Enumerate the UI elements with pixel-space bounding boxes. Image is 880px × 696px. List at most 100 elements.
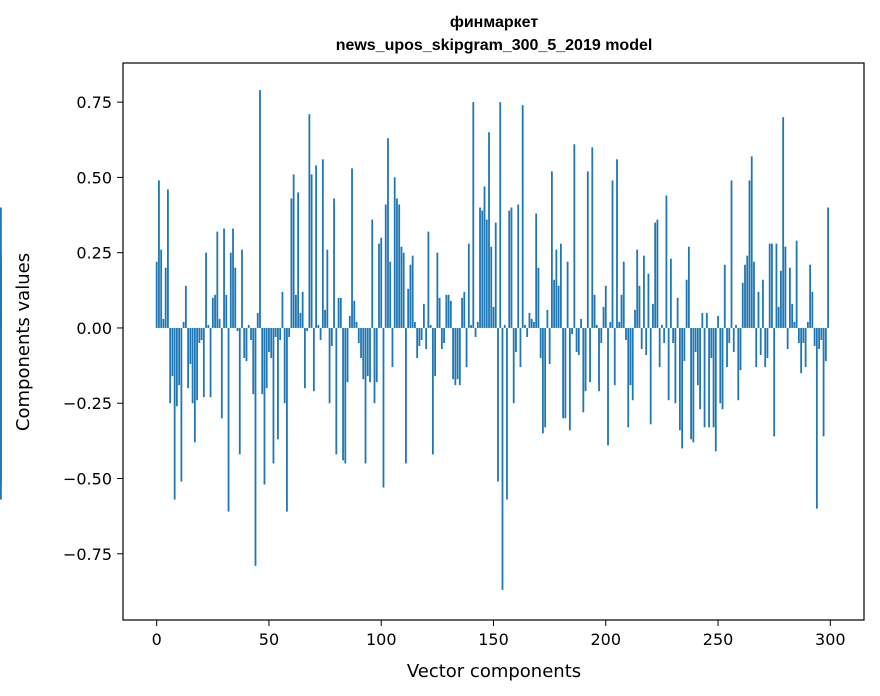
y-tick-label: −0.50 xyxy=(63,469,112,488)
bar-274 xyxy=(771,243,773,328)
bar-146 xyxy=(483,186,486,328)
bar-187 xyxy=(575,327,578,353)
bar-71 xyxy=(315,165,318,328)
bar-undefined xyxy=(0,306,2,328)
bar-112 xyxy=(407,288,410,328)
bar-98 xyxy=(375,327,378,383)
bar-129 xyxy=(445,294,448,328)
bar-249 xyxy=(714,327,717,452)
bar-155 xyxy=(503,324,506,328)
bar-186 xyxy=(573,144,576,328)
bar-165 xyxy=(526,327,529,337)
bar-297 xyxy=(822,327,825,437)
bar-118 xyxy=(420,327,423,340)
bar-269 xyxy=(759,327,762,356)
bar-211 xyxy=(629,327,632,386)
bar-240 xyxy=(694,327,697,353)
y-axis-ticks: −0.75 −0.50 −0.25 0.00 0.25 0.50 0.75 xyxy=(63,93,123,564)
bar-287 xyxy=(800,327,803,374)
bar-137 xyxy=(463,291,466,328)
bar-108 xyxy=(398,204,401,328)
bar-53 xyxy=(274,327,277,337)
x-tick-label: 0 xyxy=(152,630,162,649)
bar-15 xyxy=(189,327,192,365)
bar-212 xyxy=(631,327,634,401)
bar-246 xyxy=(708,327,710,428)
bar-57 xyxy=(283,327,286,404)
bar-193 xyxy=(589,327,591,383)
bar-58 xyxy=(286,327,288,512)
bar-113 xyxy=(409,264,412,328)
bar-24 xyxy=(209,327,212,398)
bar-196 xyxy=(595,324,598,328)
bar-77 xyxy=(328,327,331,404)
bar-259 xyxy=(737,327,740,401)
bar-233 xyxy=(678,327,681,431)
bar-167 xyxy=(530,318,533,328)
bar-199 xyxy=(602,306,605,328)
bar-143 xyxy=(476,321,479,328)
bar-156 xyxy=(506,327,508,500)
bar-231 xyxy=(674,327,677,404)
bar-54 xyxy=(277,327,279,440)
bar-78 xyxy=(330,327,333,347)
bar-150 xyxy=(492,306,495,328)
y-tick-label: 0.50 xyxy=(76,168,112,187)
bar-74 xyxy=(321,159,324,328)
bar-107 xyxy=(396,198,398,328)
bar-102 xyxy=(384,204,387,328)
bar-218 xyxy=(645,327,648,356)
bar-261 xyxy=(741,282,744,328)
bar-184 xyxy=(568,327,571,431)
bar-26 xyxy=(214,294,216,328)
bar-267 xyxy=(755,327,758,368)
bar-81 xyxy=(337,297,340,328)
bar-5 xyxy=(167,189,169,328)
bar-132 xyxy=(452,327,454,380)
bar-1 xyxy=(158,180,160,328)
bar-225 xyxy=(661,324,663,328)
bar-100 xyxy=(380,237,383,328)
x-tick-label: 150 xyxy=(478,630,509,649)
bar-114 xyxy=(411,255,414,328)
bar-144 xyxy=(479,207,481,328)
bar-29 xyxy=(220,327,223,419)
x-axis-label: Vector components xyxy=(407,661,581,682)
bar-80 xyxy=(335,327,338,455)
bar-66 xyxy=(303,327,306,389)
bar-273 xyxy=(768,243,771,328)
bar-220 xyxy=(649,327,652,425)
bar-85 xyxy=(346,327,349,383)
bar-190 xyxy=(582,327,585,413)
bar-68 xyxy=(308,114,311,328)
bar-159 xyxy=(512,327,515,404)
plot-frame xyxy=(122,62,865,621)
bar-56 xyxy=(281,291,284,328)
bar-97 xyxy=(373,327,376,404)
bar-241 xyxy=(696,327,699,386)
bar-127 xyxy=(440,327,443,350)
bar-223 xyxy=(656,219,659,328)
bar-18 xyxy=(196,327,198,401)
bar-176 xyxy=(550,171,553,328)
bar-13 xyxy=(184,285,187,328)
bar-110 xyxy=(402,252,405,328)
bar-23 xyxy=(207,324,210,328)
bar-299 xyxy=(827,207,829,328)
bar-31 xyxy=(225,294,228,328)
bar-295 xyxy=(818,327,820,350)
bar-188 xyxy=(577,327,580,356)
bar-182 xyxy=(564,327,567,419)
bar-205 xyxy=(616,159,618,328)
bar-250 xyxy=(717,315,719,328)
bar-229 xyxy=(669,258,672,328)
bar-32 xyxy=(227,327,230,512)
bar-42 xyxy=(250,327,252,340)
bar-47 xyxy=(261,327,264,395)
bar-135 xyxy=(458,327,461,386)
bar-245 xyxy=(705,312,708,328)
bar-21 xyxy=(202,327,205,398)
bar-130 xyxy=(447,294,450,328)
bar-251 xyxy=(719,327,722,404)
